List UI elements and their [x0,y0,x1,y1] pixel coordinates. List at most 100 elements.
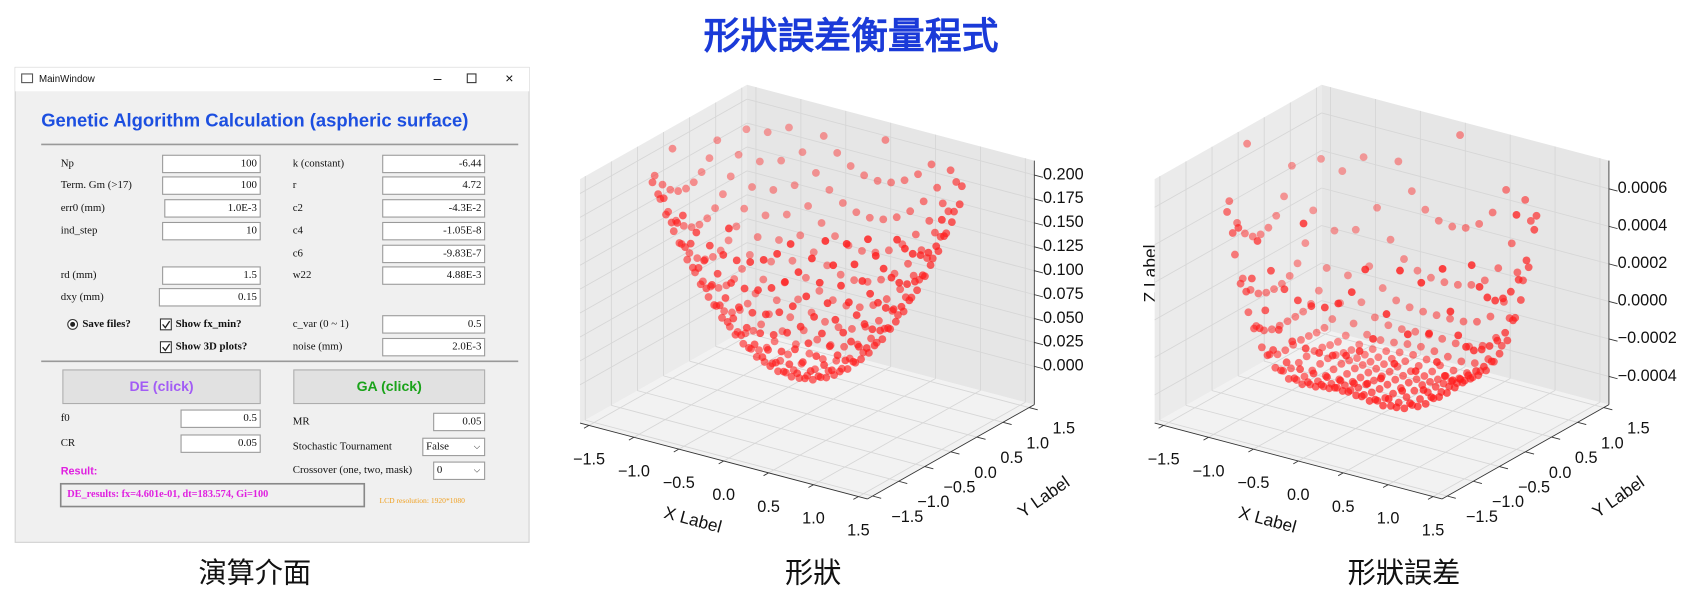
scatter-point [767,257,776,266]
close-button[interactable]: × [505,70,513,86]
input[interactable] [382,244,486,264]
grid-line [579,242,748,338]
input[interactable] [382,154,486,174]
grid-line [1154,150,1322,246]
scatter-point [855,303,864,312]
input[interactable] [162,176,261,195]
field-label: MR [293,415,311,427]
scatter-point [689,178,698,187]
scatter-point [726,172,735,181]
field-label: k (constant) [293,157,345,169]
y-tick-label: −0.5 [1518,479,1550,497]
scatter-point [1416,395,1424,403]
z-tick-label: 0.150 [1043,213,1084,231]
checkbox[interactable] [159,341,172,354]
scatter-point [1472,367,1480,375]
input[interactable] [382,315,486,334]
tick-mark [1034,222,1044,226]
scatter-point [835,367,844,376]
window-title: MainWindow [39,74,96,85]
tick-mark [1427,496,1434,500]
input[interactable] [164,199,261,218]
scatter-point [1334,337,1342,346]
scatter-point [1364,368,1373,377]
scatter-point [1526,216,1535,225]
input[interactable] [382,199,486,218]
scatter-point [704,293,713,301]
scatter-point [740,284,749,293]
ga-button[interactable] [293,369,486,405]
input[interactable] [382,176,486,195]
scatter-point [1363,379,1372,388]
scatter-point [693,254,702,263]
dropdown[interactable] [433,461,486,480]
scatter-point [1293,296,1302,305]
scatter-point [662,210,670,219]
tick-mark [1577,421,1587,426]
de-button[interactable] [62,369,261,405]
scatter-point [798,358,807,367]
scatter-point [1368,345,1377,354]
grid-line [1321,150,1610,227]
scatter-point [870,341,879,350]
scatter-point [1464,371,1473,380]
input[interactable] [433,412,486,432]
z-tick-label: 0.100 [1043,261,1084,279]
scatter-point [1370,313,1379,322]
input[interactable] [382,221,486,241]
scatter-point [1522,256,1531,265]
scatter-point [866,289,875,298]
scatter-point [879,264,888,273]
scatter-point [905,296,914,305]
scatter-point [1399,371,1407,380]
input[interactable] [382,337,486,357]
scatter-point [667,218,676,227]
scatter-point [761,211,770,220]
scatter-point [839,328,848,337]
scatter-point [1283,317,1292,326]
scatter-point [831,232,839,241]
input[interactable] [162,154,261,174]
scatter-point [743,299,752,308]
input[interactable] [180,434,261,453]
x-tick-label: 1.5 [847,522,870,540]
scatter-point [817,219,826,227]
y-axis-label: Y Label [1588,472,1647,522]
scatter-point [1270,285,1278,294]
maximize-button[interactable] [466,73,477,84]
scatter-point [1477,345,1486,354]
input[interactable] [180,409,261,428]
scatter-point [654,190,663,199]
scatter-point [1428,367,1437,376]
scatter-point [758,353,767,362]
input[interactable] [162,266,261,285]
scatter-point [1487,357,1496,366]
x-axis [1154,422,1443,500]
scatter-point [785,123,793,132]
scatter-point [1315,349,1324,357]
scatter-point [909,271,918,280]
input[interactable] [382,266,486,285]
input[interactable] [158,288,261,307]
tick-mark [1034,270,1044,274]
checkbox[interactable] [159,318,172,331]
x-tick-label: 0.5 [757,498,780,516]
scatter-point [1405,303,1414,312]
tick-mark [718,460,724,465]
scatter-point [854,342,863,351]
scatter-point [683,255,692,264]
scatter-point [718,313,726,322]
dropdown[interactable] [422,437,486,457]
input[interactable] [162,221,261,241]
scatter-point [790,181,799,190]
scatter-point [1326,341,1335,349]
scatter-point [1503,336,1512,345]
tick-mark [1034,318,1044,322]
scatter-point [1469,346,1478,355]
scatter-point [725,224,733,233]
minimize-button[interactable]: – [434,70,442,86]
scatter-point [719,190,727,199]
scatter-point [1241,229,1249,238]
scatter-point [881,136,890,144]
